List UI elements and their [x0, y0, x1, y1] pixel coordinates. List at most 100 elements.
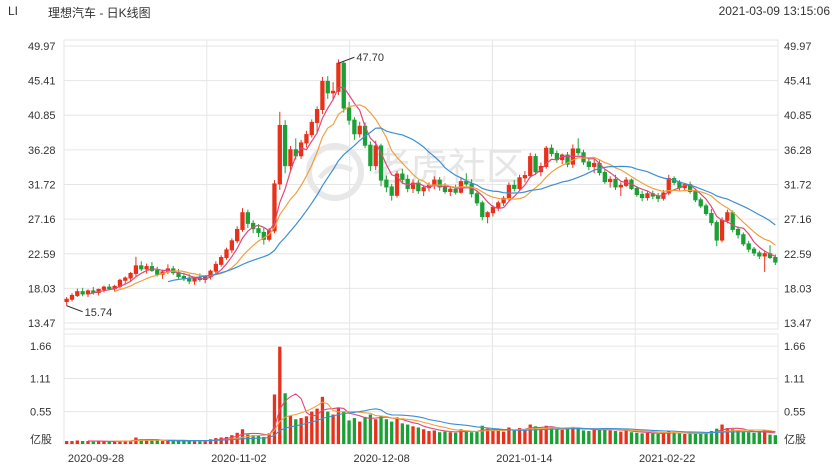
- volume-bar: [320, 396, 325, 444]
- candle: [133, 256, 139, 277]
- candle-body-down: [282, 124, 288, 167]
- candle: [528, 152, 533, 178]
- candle: [389, 183, 394, 201]
- candle: [149, 262, 155, 272]
- volume-bar: [299, 418, 303, 444]
- candle: [128, 271, 133, 282]
- volume-bar: [171, 441, 175, 444]
- volume-bar: [645, 432, 650, 444]
- candle: [261, 227, 266, 245]
- candle-body-down: [639, 194, 645, 199]
- candle: [213, 261, 219, 274]
- volume-bar: [144, 439, 149, 444]
- volume-bar: [214, 438, 218, 444]
- candle: [219, 255, 224, 267]
- candle-body-up: [373, 145, 378, 167]
- volume-bar: [150, 440, 154, 444]
- price-tick-left: 40.85: [28, 110, 56, 122]
- annotation-leader: [66, 305, 83, 313]
- candle: [410, 179, 416, 193]
- candle-body-down: [751, 248, 757, 254]
- candle: [320, 76, 325, 115]
- candle: [517, 174, 522, 191]
- candle: [554, 150, 560, 163]
- candle: [741, 232, 746, 247]
- volume-bar: [384, 419, 389, 444]
- volume-bar: [656, 433, 660, 444]
- candle-body-up: [394, 173, 400, 196]
- volume-bar: [635, 432, 639, 444]
- candle: [687, 181, 693, 194]
- volume-bar: [352, 418, 357, 444]
- volume-bar: [203, 440, 207, 444]
- volume-bar: [667, 431, 671, 444]
- volume-bar: [549, 428, 554, 444]
- volume-bar: [608, 430, 612, 444]
- volume-bar: [512, 429, 516, 444]
- candle: [64, 296, 69, 306]
- candle: [533, 153, 538, 175]
- candle-body-down: [746, 243, 751, 250]
- volume-bar: [251, 435, 255, 444]
- candle: [703, 203, 709, 216]
- candle-body-down: [613, 178, 618, 188]
- volume-bar: [240, 429, 245, 444]
- candle: [751, 246, 757, 256]
- volume-bar: [587, 431, 591, 444]
- candle: [709, 208, 714, 226]
- price-tick-right: 49.97: [784, 41, 812, 53]
- volume-bar: [597, 429, 602, 444]
- candle-body-down: [464, 181, 469, 185]
- candle-body-up: [192, 277, 197, 282]
- volume-bar: [70, 441, 74, 444]
- price-tick-right: 27.16: [784, 214, 812, 226]
- volume-unit-left: 亿股: [30, 433, 52, 446]
- candle: [549, 144, 554, 157]
- candle-body-up: [448, 188, 453, 192]
- volume-bar: [485, 428, 490, 444]
- volume-bar: [112, 441, 117, 444]
- candle-body-down: [389, 186, 394, 196]
- volume-bar: [123, 440, 127, 444]
- candle: [256, 224, 261, 238]
- volume-bar: [464, 431, 468, 444]
- candle-body-up: [725, 212, 730, 221]
- volume-tick-left: 0.55: [30, 407, 51, 419]
- volume-bar: [544, 425, 548, 444]
- volume-bar: [539, 428, 543, 444]
- candle-body-down: [709, 212, 714, 224]
- volume-bar: [411, 426, 415, 444]
- volume-bar: [128, 440, 133, 444]
- candle-body-up: [506, 184, 512, 199]
- price-tick-left: 45.41: [28, 76, 56, 88]
- candle: [453, 184, 458, 195]
- candle-body-down: [703, 205, 709, 214]
- candle-body-down: [602, 172, 607, 183]
- volume-bar: [208, 439, 213, 444]
- volume-tick-right: 1.11: [784, 374, 805, 386]
- candle-body-up: [144, 266, 149, 270]
- price-tick-right: 40.85: [784, 110, 812, 122]
- volume-bar: [288, 415, 293, 444]
- moving-averages: [87, 86, 776, 295]
- volume-bar: [576, 428, 580, 444]
- volume-bar: [651, 433, 655, 444]
- candle: [330, 82, 336, 101]
- volume-bar: [757, 432, 762, 444]
- volume-bar: [246, 434, 250, 444]
- volume-averages: [87, 393, 776, 442]
- price-tick-left: 36.28: [28, 145, 56, 157]
- candle-body-down: [352, 119, 357, 135]
- volume-bar: [187, 440, 191, 444]
- candle: [645, 191, 650, 201]
- axis-labels: 49.97 49.97 45.41 45.41 40.85 40.85 36.28 36.28…: [28, 41, 812, 465]
- candle-body-up: [69, 294, 75, 300]
- candle-body-down: [735, 228, 741, 236]
- volume-bar: [480, 425, 484, 444]
- candle: [421, 185, 426, 197]
- volume-bar: [347, 420, 351, 444]
- volume-bar: [677, 433, 682, 444]
- candle: [384, 175, 389, 193]
- candle-body-down: [512, 184, 517, 189]
